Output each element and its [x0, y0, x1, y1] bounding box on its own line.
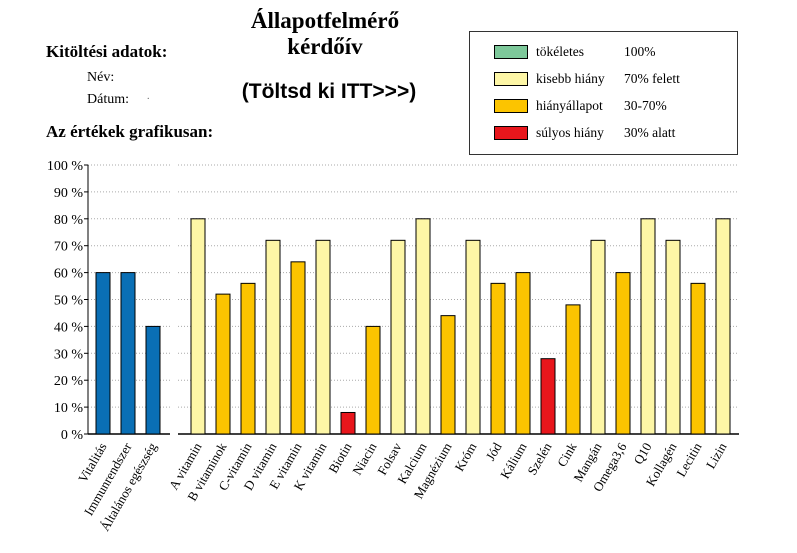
x-tick-label: Szelén: [524, 440, 555, 478]
page-title-line1: Állapotfelmérő: [250, 8, 400, 33]
bar: [565, 304, 581, 435]
y-tick-label: 20 %: [54, 374, 84, 389]
bar: [120, 272, 136, 435]
bar: [190, 218, 206, 435]
legend-label: súlyos hiány: [536, 125, 604, 140]
legend-swatch: [494, 45, 528, 59]
bar: [95, 272, 111, 435]
legend-label: tökéletes: [536, 44, 584, 59]
bar: [715, 218, 731, 435]
legend-swatch: [494, 99, 528, 113]
y-tick-label: 50 %: [54, 294, 84, 309]
form-heading: Kitöltési adatok:: [46, 42, 168, 61]
x-tick-label: Króm: [451, 440, 479, 474]
bar: [590, 239, 606, 435]
bar: [415, 218, 431, 435]
y-tick-label: 80 %: [54, 213, 84, 228]
y-tick-label: 100 %: [47, 159, 84, 174]
x-tick-label: Lizin: [703, 440, 730, 472]
bar: [615, 272, 631, 435]
chart-legend: tökéletes 100% kisebb hiány 70% felett h…: [469, 31, 738, 155]
bar: [315, 239, 331, 435]
y-tick-label: 70 %: [54, 240, 84, 255]
bar: [490, 282, 506, 435]
date-label: Dátum:: [87, 92, 129, 107]
y-tick-label: 10 %: [54, 401, 84, 416]
y-tick-label: 40 %: [54, 320, 84, 335]
legend-label: kisebb hiány: [536, 71, 605, 86]
bar: [215, 293, 231, 435]
y-tick-label: 30 %: [54, 347, 84, 362]
y-tick-label: 60 %: [54, 267, 84, 282]
bar: [515, 272, 531, 435]
x-tick-label: Niacin: [349, 440, 380, 478]
fill-in-instruction[interactable]: (Töltsd ki ITT>>>): [241, 80, 417, 103]
y-tick-label: 0 %: [61, 428, 84, 443]
bar: [240, 282, 256, 435]
x-tick-label: Cink: [554, 440, 580, 470]
bar: [440, 315, 456, 435]
page-title-line2: kérdőív: [287, 34, 363, 59]
bar: [665, 239, 681, 435]
bar: [265, 239, 281, 435]
legend-swatch: [494, 72, 528, 86]
bar: [390, 239, 406, 435]
name-label: Név:: [87, 70, 115, 85]
bar: [290, 261, 306, 435]
bar: [690, 282, 706, 435]
bar: [365, 325, 381, 435]
bar: [145, 325, 161, 435]
legend-range: 100%: [624, 44, 656, 59]
legend-range: 30% alatt: [624, 125, 676, 140]
bar: [465, 239, 481, 435]
legend-label: hiányállapot: [536, 98, 603, 113]
date-value: .: [147, 91, 150, 102]
legend-swatch: [494, 126, 528, 140]
x-tick-label: Jód: [483, 440, 505, 464]
x-tick-label: Q10: [630, 440, 654, 467]
graph-heading: Az értékek grafikusan:: [46, 122, 214, 141]
legend-range: 70% felett: [624, 71, 680, 86]
bar: [540, 358, 556, 435]
y-tick-label: 90 %: [54, 186, 84, 201]
x-tick-label: Lecitin: [673, 440, 705, 480]
bar: [340, 411, 356, 435]
bar: [640, 218, 656, 435]
legend-range: 30-70%: [624, 98, 667, 113]
